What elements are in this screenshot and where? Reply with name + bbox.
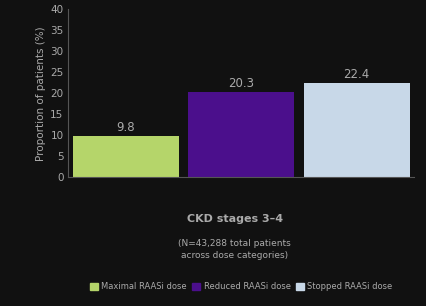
Text: 22.4: 22.4	[343, 68, 369, 81]
Y-axis label: Proportion of patients (%): Proportion of patients (%)	[36, 26, 46, 161]
Text: 20.3: 20.3	[228, 77, 253, 90]
Bar	[188, 92, 294, 177]
Text: (N=43,288 total patients
across dose categories): (N=43,288 total patients across dose cat…	[178, 239, 291, 260]
Bar	[303, 83, 409, 177]
Text: 9.8: 9.8	[116, 121, 135, 134]
Legend: Maximal RAASi dose, Reduced RAASi dose, Stopped RAASi dose: Maximal RAASi dose, Reduced RAASi dose, …	[86, 279, 395, 294]
Bar	[73, 136, 178, 177]
Text: CKD stages 3–4: CKD stages 3–4	[186, 214, 282, 224]
